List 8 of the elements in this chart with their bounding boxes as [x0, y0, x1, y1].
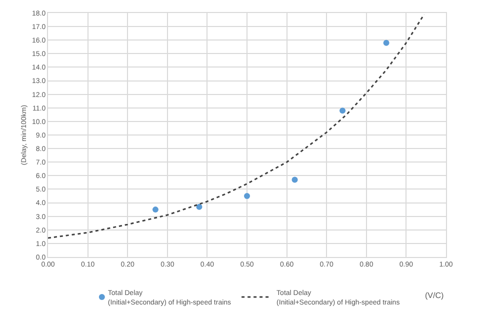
line-series — [48, 14, 425, 239]
point — [244, 193, 250, 199]
point — [152, 206, 158, 213]
point — [292, 176, 298, 183]
point — [383, 40, 390, 46]
point — [340, 108, 346, 114]
x-axis-title: (V/C) — [425, 291, 444, 300]
point — [196, 204, 202, 210]
